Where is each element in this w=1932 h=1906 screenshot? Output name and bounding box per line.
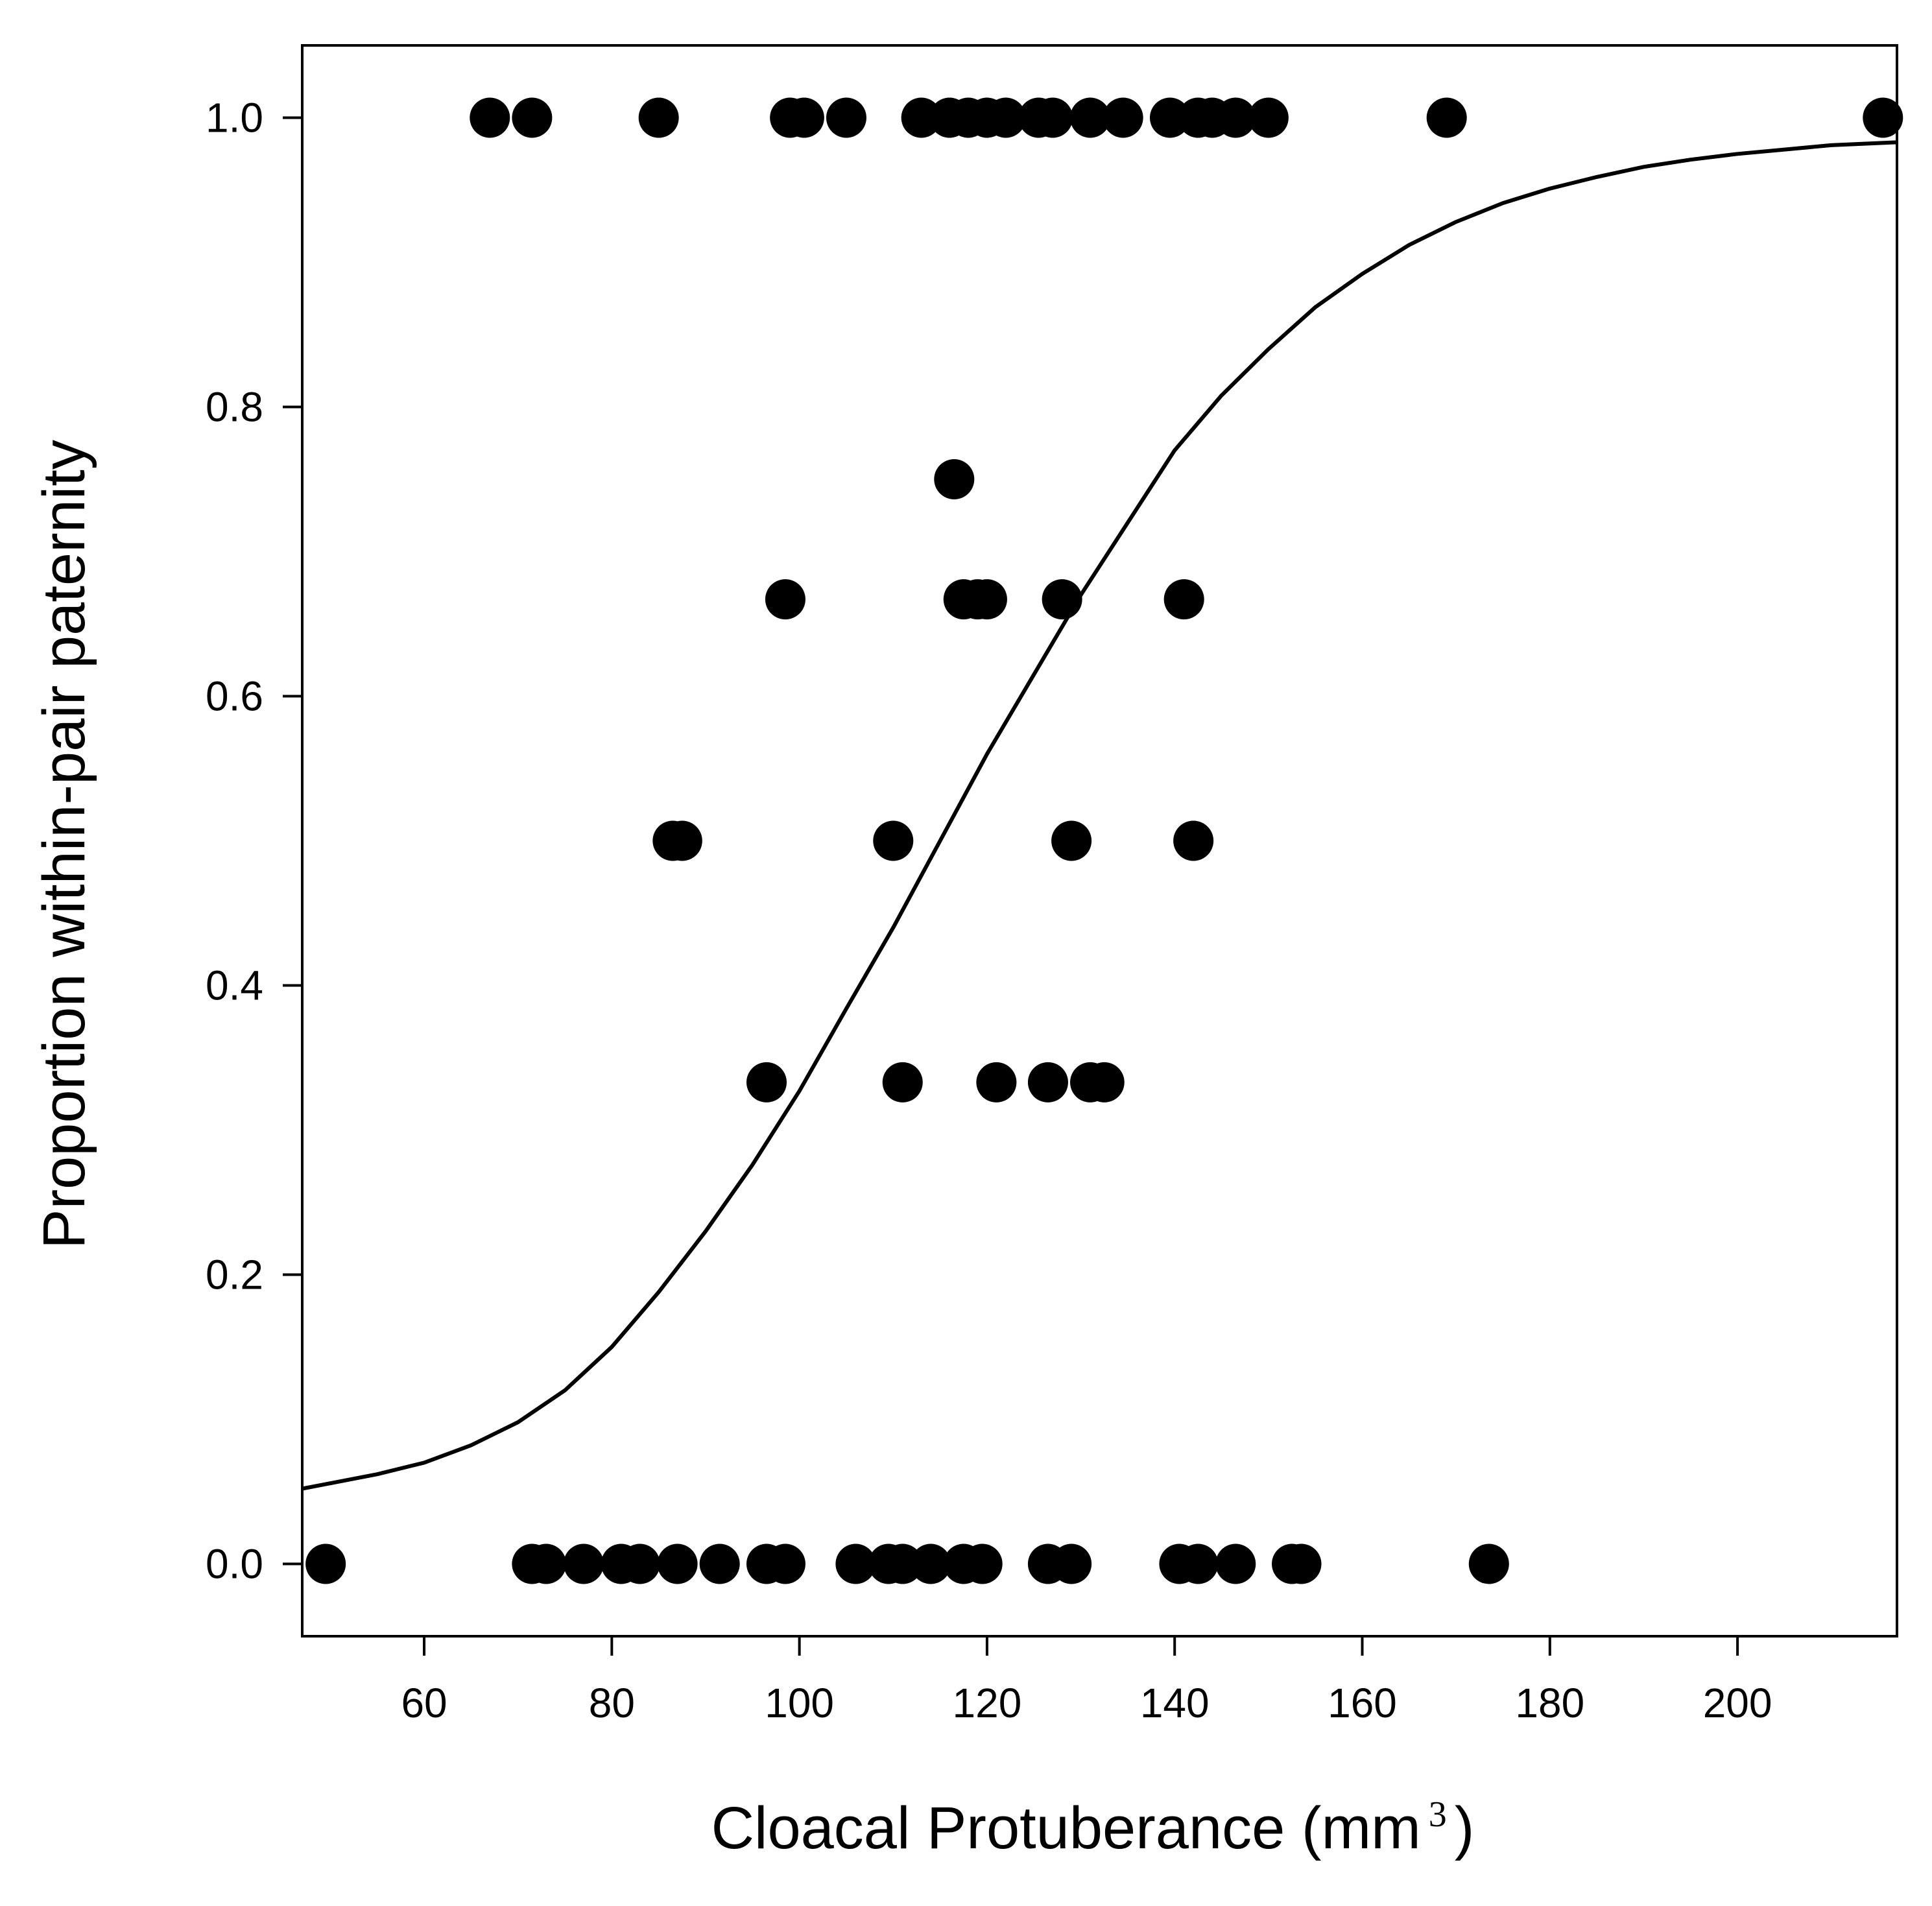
data-point bbox=[873, 820, 914, 861]
data-point bbox=[901, 97, 942, 138]
data-point bbox=[512, 97, 553, 138]
data-point bbox=[1051, 820, 1092, 861]
data-point bbox=[1281, 1543, 1322, 1584]
x-tick-label: 100 bbox=[765, 1680, 834, 1726]
data-point bbox=[835, 1543, 876, 1584]
data-point bbox=[1032, 97, 1073, 138]
data-point bbox=[1215, 97, 1256, 138]
data-point bbox=[1042, 579, 1082, 620]
data-points bbox=[305, 97, 1903, 1584]
data-point bbox=[783, 97, 824, 138]
x-tick-label: 200 bbox=[1703, 1680, 1772, 1726]
data-point bbox=[1248, 97, 1289, 138]
data-point bbox=[563, 1543, 604, 1584]
data-point bbox=[746, 1062, 787, 1102]
data-point bbox=[1149, 97, 1190, 138]
data-point bbox=[985, 97, 1026, 138]
data-point bbox=[699, 1543, 740, 1584]
data-point bbox=[1178, 1543, 1219, 1584]
x-axis-title-superscript: 3 bbox=[1429, 1794, 1447, 1835]
data-point bbox=[1426, 97, 1467, 138]
data-point bbox=[826, 97, 866, 138]
data-point bbox=[638, 97, 679, 138]
y-tick-label: 1.0 bbox=[206, 95, 263, 141]
y-axis-ticks: 0.0 0.2 0.4 0.6 0.8 1.0 bbox=[206, 95, 302, 1588]
data-point bbox=[1103, 97, 1143, 138]
y-tick-label: 0.2 bbox=[206, 1252, 263, 1298]
data-point bbox=[976, 1062, 1017, 1102]
data-point bbox=[765, 1543, 805, 1584]
data-point bbox=[934, 459, 975, 499]
x-tick-label: 160 bbox=[1328, 1680, 1397, 1726]
x-tick-label: 60 bbox=[401, 1680, 447, 1726]
y-tick-label: 0.4 bbox=[206, 962, 263, 1009]
data-point bbox=[765, 579, 805, 620]
data-point bbox=[1173, 820, 1214, 861]
x-axis-title: Cloacal Protuberance (mm 3) bbox=[711, 1794, 1475, 1861]
data-point bbox=[619, 1543, 660, 1584]
y-tick-label: 0.8 bbox=[206, 384, 263, 431]
x-tick-label: 180 bbox=[1515, 1680, 1584, 1726]
data-point bbox=[882, 1543, 923, 1584]
y-tick-label: 0.0 bbox=[206, 1541, 263, 1588]
data-point bbox=[470, 97, 510, 138]
data-point bbox=[657, 1543, 698, 1584]
data-point bbox=[1163, 579, 1204, 620]
data-point bbox=[1215, 1543, 1256, 1584]
logistic-fit-curve bbox=[302, 140, 1898, 1491]
x-tick-label: 140 bbox=[1140, 1680, 1210, 1726]
data-point bbox=[882, 1062, 923, 1102]
plot-frame bbox=[301, 44, 1898, 1638]
y-axis-title: Proportion within-pair paternity bbox=[31, 440, 97, 1249]
x-axis-title-text: Cloacal Protuberance (mm bbox=[711, 1795, 1421, 1861]
data-point bbox=[911, 1543, 951, 1584]
data-point bbox=[1070, 97, 1111, 138]
x-tick-label: 80 bbox=[589, 1680, 635, 1726]
data-point bbox=[1863, 97, 1903, 138]
data-point bbox=[962, 1543, 1003, 1584]
x-axis-title-close: ) bbox=[1455, 1795, 1475, 1861]
data-point bbox=[1027, 1062, 1068, 1102]
data-point bbox=[662, 820, 702, 861]
x-tick-label: 120 bbox=[953, 1680, 1022, 1726]
data-point bbox=[305, 1543, 346, 1584]
y-tick-label: 0.6 bbox=[206, 673, 263, 720]
data-point bbox=[1051, 1543, 1092, 1584]
plot-area bbox=[302, 97, 1903, 1584]
data-point bbox=[526, 1543, 567, 1584]
data-point bbox=[966, 579, 1007, 620]
data-point bbox=[1468, 1543, 1509, 1584]
data-point bbox=[1084, 1062, 1125, 1102]
x-axis-ticks: 60 80 100 120 140 160 180 200 bbox=[401, 1636, 1772, 1726]
